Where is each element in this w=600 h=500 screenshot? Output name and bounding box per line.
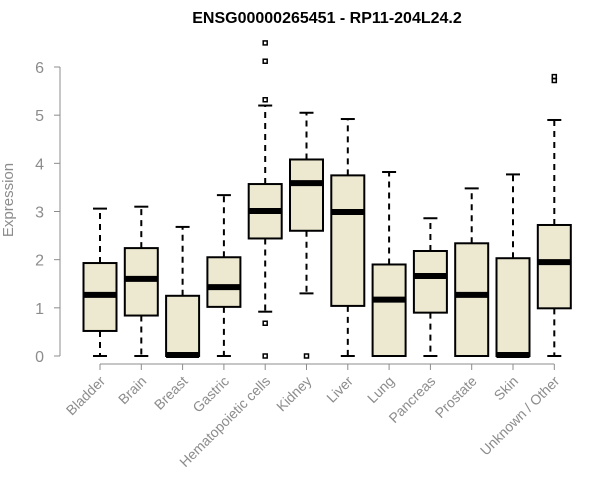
box-body [330,174,366,307]
box-kidney [289,111,324,359]
outlier-point [303,353,310,359]
box-lung [371,171,407,358]
outlier-point [262,97,268,103]
y-tick-label: 3 [35,205,44,222]
box-skin [495,173,531,359]
y-tick-label: 1 [35,301,44,318]
y-tick-label: 4 [35,156,44,173]
box-body [206,256,242,308]
y-tick-label: 5 [35,108,44,125]
chart-title: ENSG00000265451 - RP11-204L24.2 [192,10,462,27]
x-tick-label: Breast [151,373,191,413]
box-gastric [206,194,242,357]
box-prostate [454,187,490,357]
box-pancreas [412,217,448,357]
boxes-group [82,40,572,359]
y-axis-label: Expression [0,163,17,237]
box-body [412,249,448,314]
box-body [289,158,324,232]
box-liver [330,118,366,357]
y-tick-label: 0 [35,349,44,366]
y-axis: 0 1 2 3 4 5 6 [35,60,61,366]
y-tick-label: 6 [35,60,44,77]
x-tick-label: Brain [115,373,149,407]
outlier-point [262,353,268,359]
outlier-point [551,73,558,80]
box-body [495,257,531,358]
x-tick-label: Skin [491,373,522,404]
y-tick-label: 2 [35,253,44,270]
box-breast [165,225,201,359]
x-tick-label: Prostate [432,373,480,421]
x-tick-label: Lung [364,373,397,406]
box-hematopoietic-cells [247,40,283,359]
box-body [371,263,407,358]
outlier-point [262,320,268,326]
box-brain [123,205,159,357]
x-tick-label: Liver [323,373,356,406]
x-tick-label: Bladder [63,373,109,419]
box-body [454,242,490,357]
box-body [536,223,572,310]
box-body [165,294,201,357]
outlier-point [262,58,268,64]
box-unknown-other [536,73,572,357]
box-bladder [82,207,118,357]
outlier-point [262,40,268,46]
x-tick-label: Kidney [273,373,315,415]
